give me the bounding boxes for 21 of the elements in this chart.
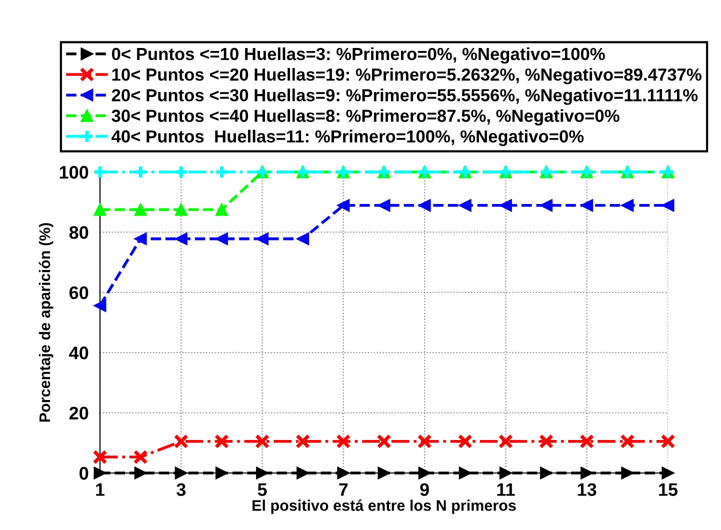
y-tick-label: 20	[69, 406, 88, 420]
legend-label: 10< Puntos <=20 Huellas=19: %Primero=5.2632%, %Negativo=89.4737%	[112, 68, 702, 84]
x-tick-label: 5	[258, 483, 267, 496]
x-tick-label: 1	[96, 483, 105, 496]
x-tick-label: 7	[339, 483, 348, 496]
x-tick-label: 9	[420, 483, 429, 496]
x-tick-label: 3	[176, 483, 186, 496]
x-tick-label: 11	[497, 483, 515, 496]
legend-label: 0< Puntos <=10 Huellas=3: %Primero=0%, %Negativo=100%	[112, 47, 605, 64]
legend-label: 40< Puntos Huellas=11: %Primero=100%, %Negativo=0%	[112, 130, 584, 146]
y-tick-label: 0	[80, 466, 88, 480]
y-tick-label: 40	[69, 346, 88, 360]
y-tick-label: 80	[69, 226, 88, 239]
legend-label: 20< Puntos <=30 Huellas=9: %Primero=55.5556%, %Negativo=11.1111%	[112, 88, 698, 105]
x-tick-label: 15	[659, 483, 678, 496]
y-tick-label: 60	[69, 286, 88, 300]
x-axis-title: El positivo está entre los N primeros	[252, 500, 516, 514]
y-tick-label: 100	[60, 166, 88, 179]
x-tick-label: 13	[578, 483, 596, 496]
legend-label: 30< Puntos <=40 Huellas=8: %Primero=87.5%, %Negativo=0%	[112, 109, 620, 126]
y-axis-title: Porcentaje de aparición (%)	[38, 223, 54, 422]
